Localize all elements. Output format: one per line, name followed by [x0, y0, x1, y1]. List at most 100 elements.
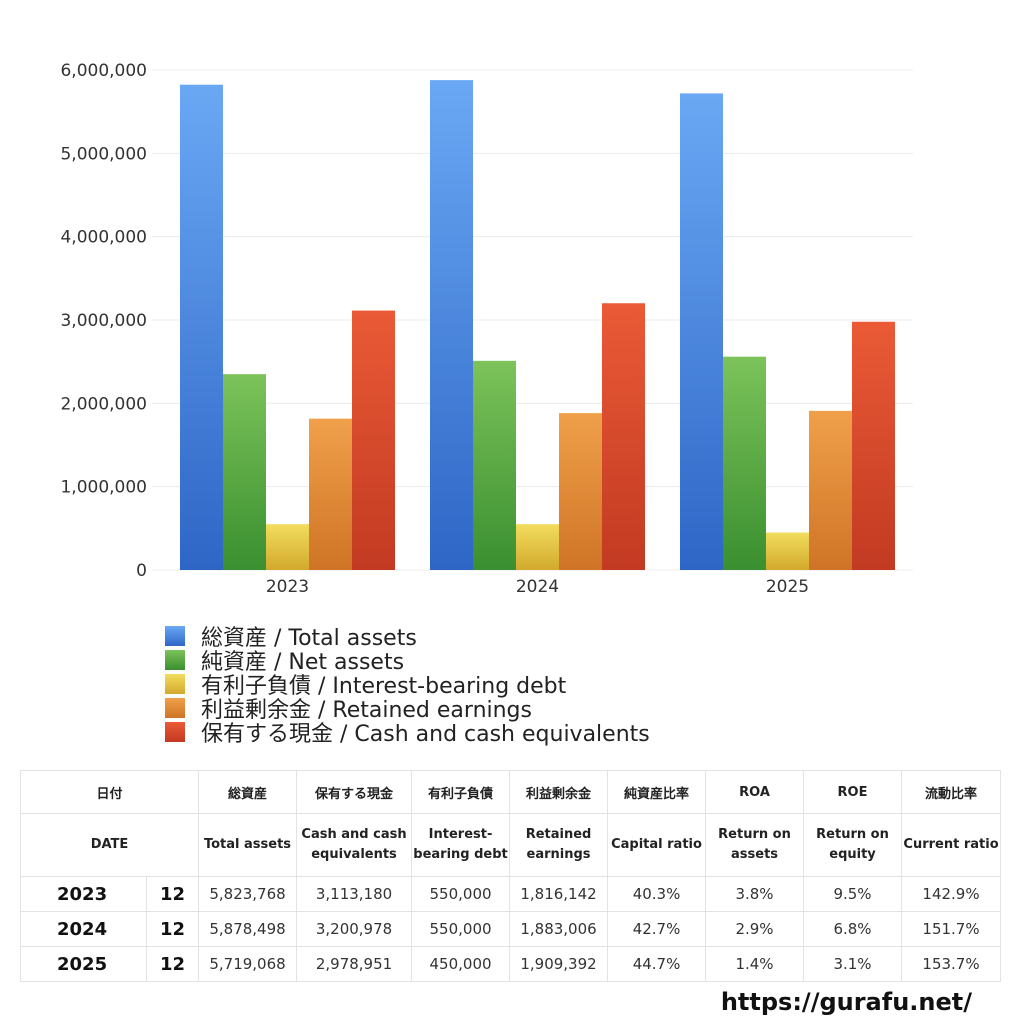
site-url-watermark: https://gurafu.net/	[720, 988, 972, 1016]
bar	[309, 418, 352, 570]
legend-swatch	[165, 650, 185, 670]
table-row: 2025 12 5,719,068 2,978,951 450,000 1,90…	[20, 946, 1002, 982]
cell-current-ratio: 142.9%	[901, 876, 1002, 912]
header-total-assets-en: Total assets	[198, 813, 298, 877]
cell-debt: 550,000	[411, 911, 511, 947]
y-tick-label: 5,000,000	[60, 144, 147, 164]
bar	[602, 303, 645, 570]
header-current-ratio-ja: 流動比率	[901, 770, 1002, 814]
bar	[809, 410, 852, 570]
header-retained-en: Retained earnings	[509, 813, 609, 877]
cell-roe: 6.8%	[803, 911, 903, 947]
header-debt-en: Interest-bearing debt	[411, 813, 511, 877]
financial-table: 日付 総資産 保有する現金 有利子負債 利益剰余金 純資産比率 ROA ROE …	[19, 770, 1002, 982]
cell-total-assets: 5,719,068	[198, 946, 298, 982]
bar	[516, 524, 559, 570]
bar	[766, 532, 809, 570]
header-cash-en: Cash and cash equivalents	[296, 813, 413, 877]
legend-item: 純資産 / Net assets	[165, 648, 650, 675]
header-date-ja: 日付	[19, 770, 200, 814]
cell-month: 12	[145, 876, 200, 912]
legend-swatch	[165, 626, 185, 646]
bars	[180, 80, 895, 570]
y-tick-label: 1,000,000	[60, 478, 147, 498]
cell-total-assets: 5,878,498	[198, 911, 298, 947]
header-roe-ja: ROE	[803, 770, 903, 814]
cell-cash: 3,200,978	[296, 911, 413, 947]
cell-roa: 3.8%	[705, 876, 805, 912]
header-capital-ratio-ja: 純資産比率	[607, 770, 707, 814]
cell-capital-ratio: 40.3%	[607, 876, 707, 912]
legend-label: 有利子負債 / Interest-bearing debt	[201, 674, 567, 699]
legend-item: 有利子負債 / Interest-bearing debt	[165, 672, 650, 699]
cell-total-assets: 5,823,768	[198, 876, 298, 912]
y-tick-label: 0	[136, 561, 147, 581]
legend-label: 総資産 / Total assets	[201, 626, 417, 651]
header-date-en: DATE	[19, 813, 200, 877]
table-row: 2023 12 5,823,768 3,113,180 550,000 1,81…	[20, 876, 1002, 912]
bar	[223, 374, 266, 570]
legend-label: 保有する現金 / Cash and cash equivalents	[201, 722, 650, 747]
cell-roa: 2.9%	[705, 911, 805, 947]
legend-item: 利益剰余金 / Retained earnings	[165, 696, 650, 723]
y-tick-label: 4,000,000	[60, 228, 147, 248]
x-tick-label: 2025	[766, 577, 809, 597]
cell-year: 2024	[20, 911, 147, 947]
cell-capital-ratio: 42.7%	[607, 911, 707, 947]
x-tick-label: 2023	[266, 577, 309, 597]
header-roa-en: Return on assets	[705, 813, 805, 877]
header-total-assets-ja: 総資産	[198, 770, 298, 814]
table-row: 2024 12 5,878,498 3,200,978 550,000 1,88…	[20, 911, 1002, 947]
header-roa-ja: ROA	[705, 770, 805, 814]
cell-retained: 1,909,392	[509, 946, 609, 982]
bar-chart: 0 1,000,000 2,000,000 3,000,000 4,000,000 5,0…	[60, 61, 913, 597]
cell-capital-ratio: 44.7%	[607, 946, 707, 982]
y-axis: 0 1,000,000 2,000,000 3,000,000 4,000,000 5,0…	[60, 61, 147, 581]
header-row-en: DATE Total assets Cash and cash equivale…	[19, 813, 1002, 877]
cell-debt: 450,000	[411, 946, 511, 982]
cell-year: 2023	[20, 876, 147, 912]
cell-year: 2025	[20, 946, 147, 982]
header-cash-ja: 保有する現金	[296, 770, 413, 814]
cell-cash: 3,113,180	[296, 876, 413, 912]
cell-debt: 550,000	[411, 876, 511, 912]
cell-current-ratio: 153.7%	[901, 946, 1002, 982]
header-row-ja: 日付 総資産 保有する現金 有利子負債 利益剰余金 純資産比率 ROA ROE …	[19, 770, 1002, 814]
cell-cash: 2,978,951	[296, 946, 413, 982]
header-retained-ja: 利益剰余金	[509, 770, 609, 814]
bar	[852, 321, 895, 570]
cell-current-ratio: 151.7%	[901, 911, 1002, 947]
bar	[680, 93, 723, 570]
cell-roa: 1.4%	[705, 946, 805, 982]
bar	[180, 84, 223, 570]
cell-retained: 1,816,142	[509, 876, 609, 912]
gridlines	[152, 69, 913, 571]
header-capital-ratio-en: Capital ratio	[607, 813, 707, 877]
bar	[559, 413, 602, 570]
cell-month: 12	[145, 946, 200, 982]
legend-swatch	[165, 674, 185, 694]
bar	[430, 80, 473, 570]
y-tick-label: 2,000,000	[60, 394, 147, 414]
legend-swatch	[165, 698, 185, 718]
legend-label: 純資産 / Net assets	[201, 650, 405, 675]
bar	[266, 524, 309, 570]
legend-item: 保有する現金 / Cash and cash equivalents	[165, 720, 650, 747]
header-debt-ja: 有利子負債	[411, 770, 511, 814]
x-tick-label: 2024	[516, 577, 559, 597]
bar	[473, 360, 516, 570]
cell-roe: 9.5%	[803, 876, 903, 912]
cell-retained: 1,883,006	[509, 911, 609, 947]
legend-swatch	[165, 722, 185, 742]
bar	[723, 356, 766, 570]
cell-month: 12	[145, 911, 200, 947]
bar	[352, 310, 395, 570]
legend-label: 利益剰余金 / Retained earnings	[201, 698, 532, 723]
header-roe-en: Return on equity	[803, 813, 903, 877]
cell-roe: 3.1%	[803, 946, 903, 982]
y-tick-label: 3,000,000	[60, 311, 147, 331]
header-current-ratio-en: Current ratio	[901, 813, 1002, 877]
legend: 総資産 / Total assets 純資産 / Net assets 有利子負…	[165, 624, 650, 747]
y-tick-label: 6,000,000	[60, 61, 147, 81]
x-axis: 2023 2024 2025	[266, 577, 809, 597]
